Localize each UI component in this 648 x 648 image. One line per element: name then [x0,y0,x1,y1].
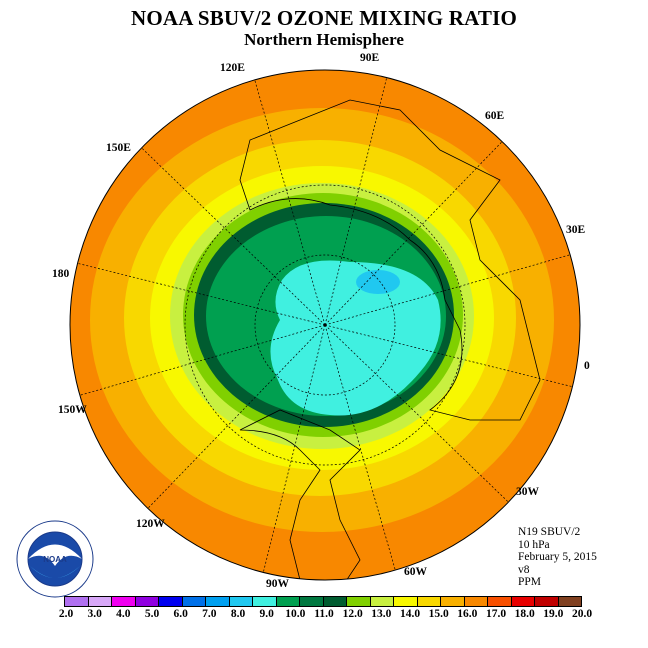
date-label: February 5, 2015 [518,551,597,563]
meridian-line [79,324,326,396]
colorbar-swatch [112,597,136,606]
colorbar-tick-label: 13.0 [371,608,392,620]
ozone-field [70,70,580,580]
meridian-line [324,324,509,503]
colorbar-swatch [229,597,253,606]
colorbar-tick-label: 19.0 [543,608,564,620]
colorbar-tick-label: 10.0 [285,608,306,620]
colorbar-swatch [394,597,418,606]
colorbar-swatch [370,597,394,606]
colorbar-ticks: 2.0 3.0 4.0 5.0 6.0 7.0 8.0 9.0 10.0 11.0 12.0 13.0… [0,608,648,624]
instrument-label: N19 SBUV/2 [518,526,581,538]
colorbar-tick-label: 4.0 [116,608,131,620]
colorbar-tick-label: 8.0 [230,608,246,620]
colorbar-swatch [206,597,230,606]
meridian-line [141,147,326,326]
colorbar-tick-label: 2.0 [58,608,74,620]
colorbar-swatch [347,597,371,606]
colorbar-swatch [276,597,300,606]
meridian-line [147,324,326,509]
colorbar-tick-label: 12.0 [342,608,363,620]
latitude-circle-30 [184,184,466,466]
longitude-label-0: 0 [584,360,590,372]
longitude-label-150w: 150W [58,404,87,416]
meridian-line [324,77,388,326]
land-outline [239,99,541,580]
version-label: v8 [518,563,530,576]
colorbar-swatch [558,597,581,606]
meridian-line [324,324,573,388]
meridian-line [324,324,396,571]
info-block: N19 SBUV/2 10 hPa February 5, 2015 v8 PP… [518,526,597,589]
longitude-label-60w: 60W [404,566,427,578]
noaa-logo-text: NOAA [43,555,67,564]
longitude-label-60e: 60E [485,110,505,122]
longitude-label-30w: 30W [516,486,539,498]
colorbar-tick-label: 5.0 [144,608,160,620]
colorbar-swatch [253,597,277,606]
units-label: PPM [518,576,542,588]
colorbar-swatch [300,597,324,606]
longitude-label-150e: 150E [106,142,131,154]
ozone-band-10 [270,260,441,416]
colorbar-swatch [417,597,441,606]
noaa-logo: NOAA [16,520,94,598]
colorbar-swatch [182,597,206,606]
page-subtitle: Northern Hemisphere [244,30,404,49]
longitude-label-30e: 30E [566,224,586,236]
colorbar-tick-label: 11.0 [314,608,334,620]
colorbar-swatch [488,597,512,606]
pressure-level-label: 10 hPa [518,538,550,551]
colorbar-tick-label: 16.0 [457,608,478,620]
colorbar-swatch [441,597,465,606]
colorbar [64,596,582,607]
colorbar-tick-label: 3.0 [87,608,102,620]
colorbar-swatch [323,597,347,606]
colorbar-swatch [159,597,183,606]
colorbar-swatch [65,597,89,606]
colorbar-tick-label: 9.0 [259,608,274,620]
meridian-lines [77,77,573,573]
meridian-line [262,324,326,573]
latitude-circle-60 [254,254,396,396]
ozone-band-9 [356,270,400,294]
colorbar-swatch [511,597,535,606]
page-title: NOAA SBUV/2 OZONE MIXING RATIO [131,6,517,30]
colorbar-swatch [135,597,159,606]
map-boundary [69,69,581,581]
meridian-line [324,141,503,326]
colorbar-tick-label: 15.0 [428,608,449,620]
colorbar-tick-label: 17.0 [485,608,507,620]
meridian-line [324,254,571,326]
colorbar-tick-label: 7.0 [202,608,217,620]
longitude-label-120w: 120W [136,518,165,530]
longitude-label-120e: 120E [220,62,245,74]
colorbar-swatch [88,597,112,606]
colorbar-tick-label: 20.0 [571,608,593,620]
colorbar-tick-label: 18.0 [514,608,535,620]
longitude-label-90e: 90E [360,52,380,64]
longitude-label-180: 180 [52,268,70,280]
meridian-line [77,262,326,326]
colorbar-swatch [464,597,488,606]
colorbar-swatch [535,597,559,606]
meridian-line [254,79,326,326]
colorbar-tick-label: 6.0 [173,608,188,620]
longitude-label-90w: 90W [266,578,289,590]
colorbar-tick-label: 14.0 [399,608,421,620]
